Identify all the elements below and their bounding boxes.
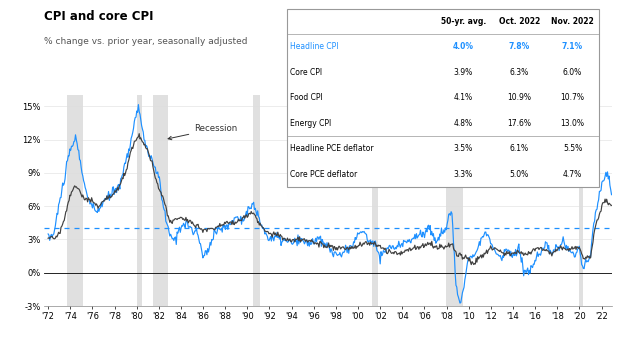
Bar [372, 95, 378, 306]
Bar [580, 95, 583, 306]
Text: % change vs. prior year, seasonally adjusted: % change vs. prior year, seasonally adju… [44, 37, 247, 46]
Text: 3.3%: 3.3% [454, 170, 473, 179]
Text: 4.7%: 4.7% [563, 170, 582, 179]
Text: 6.0%: 6.0% [563, 68, 582, 77]
Text: 13.0%: 13.0% [560, 119, 585, 128]
Text: 17.6%: 17.6% [507, 119, 532, 128]
Text: Food CPI: Food CPI [290, 93, 323, 102]
Text: 3.9%: 3.9% [454, 68, 473, 77]
Text: Headline PCE deflator: Headline PCE deflator [290, 144, 374, 153]
Text: 6.3%: 6.3% [510, 68, 529, 77]
Text: 5.0%: 5.0% [510, 170, 529, 179]
Text: 5.5%: 5.5% [563, 144, 582, 153]
Text: Oct. 2022: Oct. 2022 [499, 17, 540, 26]
Text: 3.5%: 3.5% [454, 144, 473, 153]
Text: Recession: Recession [168, 124, 238, 140]
Text: CPI and core CPI: CPI and core CPI [44, 10, 153, 23]
Bar [67, 95, 83, 306]
Text: 10.7%: 10.7% [560, 93, 585, 102]
Bar [154, 95, 168, 306]
Text: 7.1%: 7.1% [562, 42, 583, 51]
Bar [446, 95, 463, 306]
Text: Core PCE deflator: Core PCE deflator [290, 170, 358, 179]
Text: 6.1%: 6.1% [510, 144, 529, 153]
Text: 10.9%: 10.9% [507, 93, 532, 102]
Text: Nov. 2022: Nov. 2022 [551, 17, 594, 26]
Text: Headline CPI: Headline CPI [290, 42, 339, 51]
Text: 4.0%: 4.0% [453, 42, 474, 51]
Text: 4.1%: 4.1% [454, 93, 473, 102]
Text: Energy CPI: Energy CPI [290, 119, 331, 128]
Text: Core CPI: Core CPI [290, 68, 322, 77]
Bar [137, 95, 142, 306]
Text: 7.8%: 7.8% [509, 42, 530, 51]
Text: 4.8%: 4.8% [454, 119, 473, 128]
Bar [253, 95, 260, 306]
Text: 50-yr. avg.: 50-yr. avg. [441, 17, 486, 26]
